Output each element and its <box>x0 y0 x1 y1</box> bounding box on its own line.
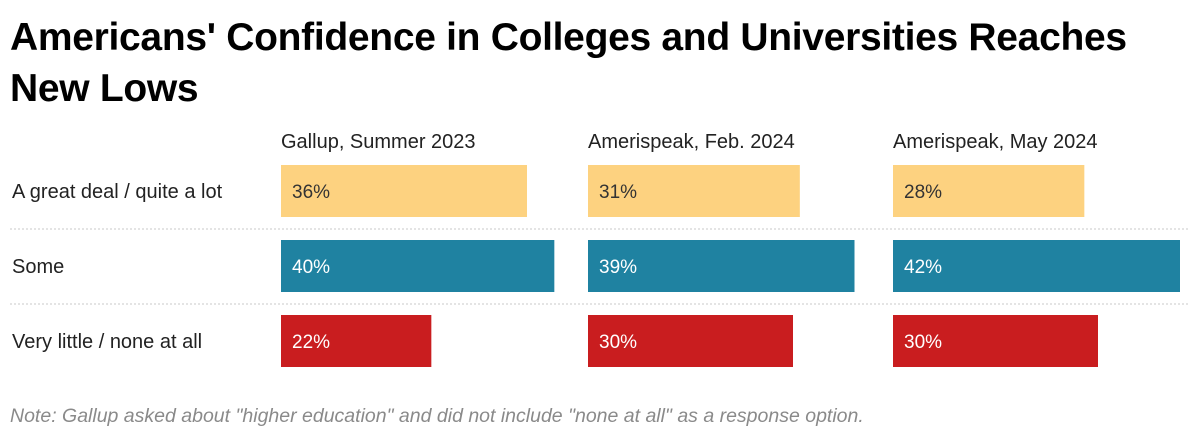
bar <box>588 315 793 367</box>
bar <box>588 165 800 217</box>
bar-value-label: 39% <box>599 257 637 278</box>
bar-value-label: 28% <box>904 182 942 203</box>
bar-value-label: 40% <box>292 257 330 278</box>
bar <box>281 315 432 367</box>
bar-value-label: 30% <box>904 332 942 353</box>
series-header: Amerispeak, Feb. 2024 <box>588 131 795 153</box>
series-header: Gallup, Summer 2023 <box>281 131 476 153</box>
bar <box>281 240 555 292</box>
bar <box>893 240 1180 292</box>
category-label: A great deal / quite a lot <box>12 181 223 203</box>
bar <box>893 315 1098 367</box>
series-header: Amerispeak, May 2024 <box>893 131 1098 153</box>
bar <box>281 165 527 217</box>
chart-note: Note: Gallup asked about "higher educati… <box>10 405 864 427</box>
bar-value-label: 36% <box>292 182 330 203</box>
bar-value-label: 42% <box>904 257 942 278</box>
category-label: Some <box>12 256 64 278</box>
category-label: Very little / none at all <box>12 331 202 353</box>
bar-value-label: 30% <box>599 332 637 353</box>
bar <box>893 165 1085 217</box>
bar <box>588 240 855 292</box>
bar-value-label: 31% <box>599 182 637 203</box>
bar-value-label: 22% <box>292 332 330 353</box>
chart-title: Americans' Confidence in Colleges and Un… <box>10 16 1127 110</box>
